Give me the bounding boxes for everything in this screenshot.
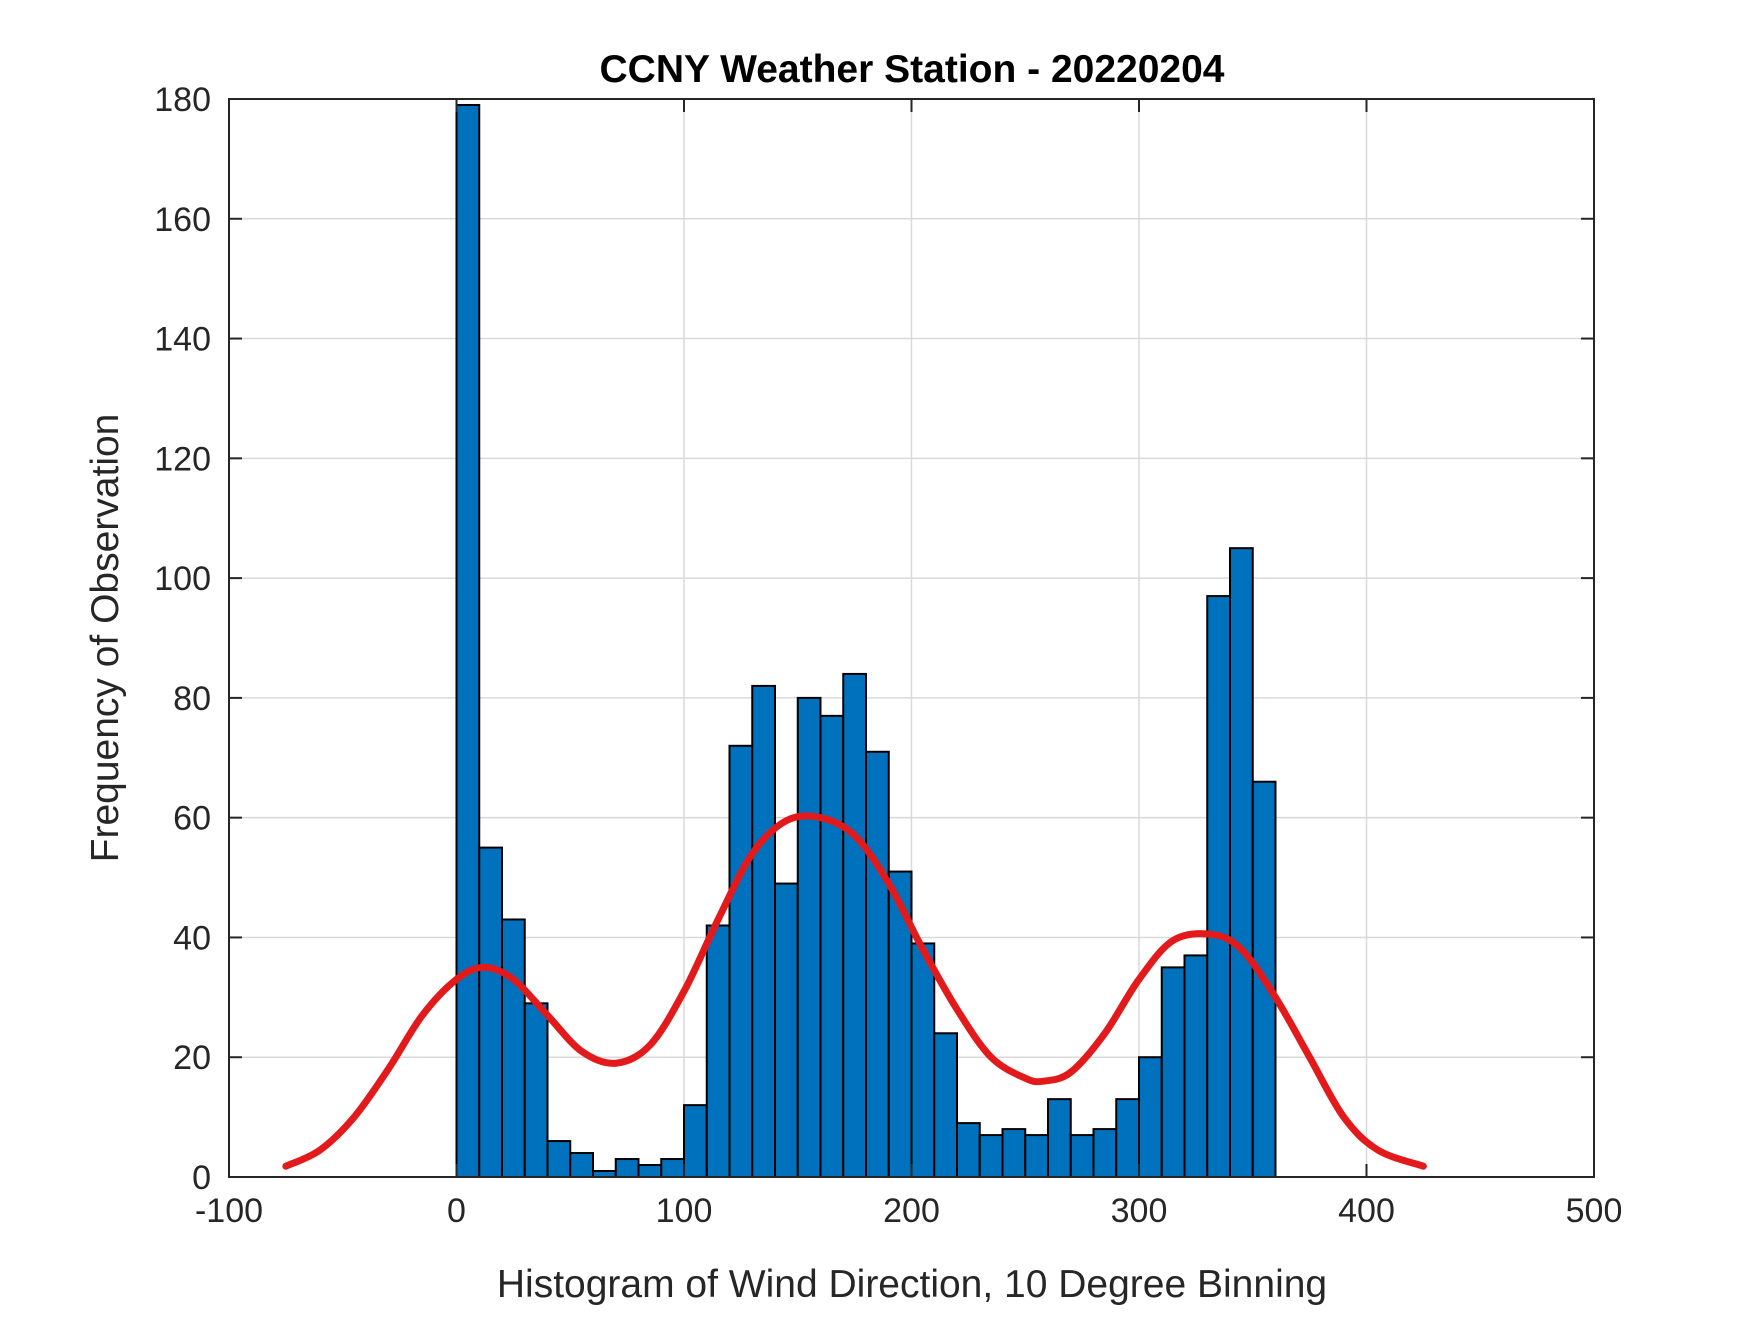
histogram-bar <box>1183 954 1209 1179</box>
histogram-bar <box>683 1104 708 1178</box>
y-tick-label: 0 <box>192 1159 211 1197</box>
y-tick-label: 60 <box>173 800 211 838</box>
axes <box>228 98 1595 1178</box>
histogram-bar <box>1047 1098 1072 1178</box>
histogram-bar <box>705 924 731 1179</box>
histogram-bar <box>1206 595 1231 1178</box>
chart-title: CCNY Weather Station - 20220204 <box>600 48 1225 91</box>
histogram-bar <box>842 672 867 1179</box>
histogram-bar <box>455 103 481 1178</box>
histogram-bar <box>501 918 526 1178</box>
x-tick-label: 200 <box>883 1192 940 1230</box>
histogram-bar <box>1138 1056 1163 1178</box>
histogram-bar <box>478 846 503 1178</box>
histogram-bar <box>865 750 890 1178</box>
histogram-bar <box>660 1158 685 1178</box>
histogram-bar <box>910 942 936 1179</box>
tick-labels: -100 0 100 200 300 400 50002040608010012014016… <box>154 81 1622 1230</box>
y-tick-label: 20 <box>173 1039 211 1077</box>
histogram-bar <box>933 1032 958 1179</box>
fit-curve-group <box>282 812 1427 1170</box>
y-tick-label: 140 <box>154 321 211 359</box>
y-tick-label: 100 <box>154 560 211 598</box>
histogram-bar <box>1001 1128 1027 1178</box>
y-tick-label: 180 <box>154 81 211 119</box>
histogram-bar <box>819 714 845 1178</box>
x-tick-label: 100 <box>656 1192 713 1230</box>
histogram-bar <box>1092 1128 1118 1178</box>
histogram-bar <box>1069 1134 1095 1178</box>
x-axis-label: Histogram of Wind Direction, 10 Degree B… <box>497 1263 1327 1306</box>
y-axis-label: Frequency of Observation <box>84 414 127 863</box>
histogram-bar <box>796 696 822 1179</box>
x-tick-label: 500 <box>1566 1192 1623 1230</box>
y-tick-label: 160 <box>154 201 211 239</box>
histogram-bar <box>728 744 754 1178</box>
histogram-bar <box>546 1140 572 1178</box>
histogram-bar <box>978 1134 1004 1178</box>
fit-curve <box>282 812 1427 1170</box>
histogram-bar <box>523 1002 549 1178</box>
histogram-bar <box>774 882 799 1178</box>
histogram-bar <box>1115 1098 1140 1178</box>
x-tick-label: 400 <box>1338 1192 1395 1230</box>
y-tick-label: 40 <box>173 919 211 957</box>
histogram-bar <box>1024 1134 1049 1178</box>
x-tick-label: -100 <box>195 1192 263 1230</box>
histogram-bar <box>569 1152 594 1178</box>
y-tick-label: 120 <box>154 440 211 478</box>
histogram-bar <box>614 1158 640 1178</box>
histogram-bar <box>1160 966 1186 1179</box>
histogram-bar <box>956 1122 981 1178</box>
histogram-bar <box>1229 547 1254 1178</box>
histogram-bar <box>637 1164 663 1178</box>
histogram-bar <box>751 684 776 1179</box>
x-tick-label: 300 <box>1111 1192 1168 1230</box>
x-tick-label: 0 <box>447 1192 466 1230</box>
y-tick-label: 80 <box>173 680 211 718</box>
